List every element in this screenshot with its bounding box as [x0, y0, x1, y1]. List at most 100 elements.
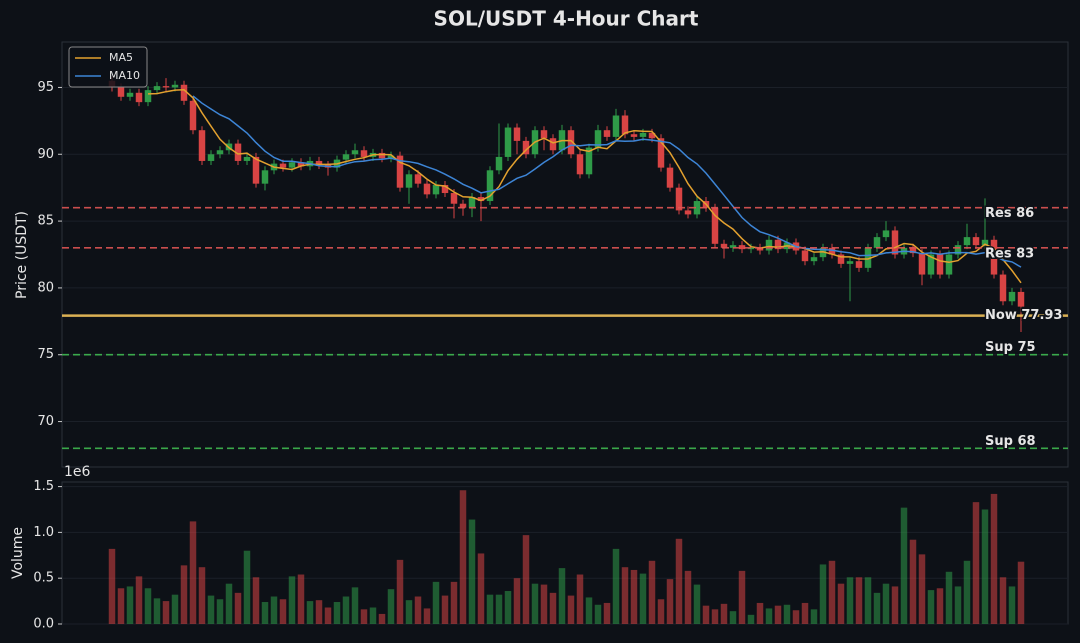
candle-body: [387, 155, 395, 159]
volume-bar: [612, 548, 620, 624]
candle-body: [342, 154, 350, 160]
candle-body: [954, 245, 962, 255]
volume-bar: [108, 548, 116, 624]
candle-body: [378, 152, 386, 159]
volume-bar: [531, 583, 539, 624]
legend-label: MA10: [109, 69, 140, 82]
volume-bar: [405, 600, 413, 624]
volume-bar: [648, 560, 656, 624]
candle-body: [630, 134, 638, 137]
candle-body: [153, 86, 161, 91]
candle-body: [711, 207, 719, 244]
volume-bar: [990, 493, 998, 624]
volume-bar: [198, 567, 206, 624]
candle-body: [612, 115, 620, 137]
candle-body: [405, 174, 413, 188]
volume-bar: [171, 594, 179, 624]
volume-bar: [423, 608, 431, 624]
volume-bar: [720, 603, 728, 624]
y-tick-label: 70: [37, 414, 54, 429]
volume-bar: [666, 579, 674, 624]
candle-body: [729, 245, 737, 248]
candle-body: [450, 193, 458, 204]
volume-bar: [783, 604, 791, 624]
volume-bar: [162, 601, 170, 624]
volume-bar: [243, 550, 251, 624]
candle-body: [828, 247, 836, 255]
y-tick-label: 1.0: [33, 525, 54, 540]
volume-bar: [504, 591, 512, 624]
volume-bar: [252, 577, 260, 624]
y-tick-label: 75: [37, 347, 54, 362]
candle-body: [279, 163, 287, 168]
candle-body: [675, 187, 683, 211]
volume-bar: [900, 507, 908, 624]
volume-bar: [1017, 561, 1025, 624]
volume-bar: [963, 560, 971, 624]
legend-box: [68, 46, 148, 88]
volume-bar: [927, 590, 935, 624]
candle-body: [297, 162, 305, 167]
volume-bar: [621, 567, 629, 624]
volume-bar: [954, 586, 962, 624]
candle-body: [963, 237, 971, 246]
candle-body: [684, 210, 692, 215]
volume-bar: [675, 538, 683, 624]
volume-bar: [378, 613, 386, 624]
volume-bar: [684, 570, 692, 624]
candle-body: [666, 167, 674, 188]
candle-body: [990, 239, 998, 275]
candle-body: [639, 132, 647, 137]
volume-bar: [873, 592, 881, 624]
volume-bar: [288, 576, 296, 624]
candle-body: [486, 170, 494, 202]
candle-body: [243, 156, 251, 161]
candle-body: [693, 201, 701, 215]
candle-body: [207, 154, 215, 161]
volume-bar: [738, 570, 746, 624]
candle-body: [801, 250, 809, 262]
volume-bar: [261, 602, 269, 624]
volume-bar: [567, 595, 575, 624]
volume-bar: [810, 609, 818, 624]
candle-body: [936, 254, 944, 275]
candle-body: [315, 160, 323, 165]
volume-bar: [819, 564, 827, 624]
candle-body: [981, 239, 989, 246]
volume-bar: [882, 583, 890, 624]
candle-body: [477, 197, 485, 202]
candle-body: [288, 162, 296, 168]
volume-bar: [576, 574, 584, 624]
candle-body: [252, 156, 260, 184]
candle-body: [747, 247, 755, 250]
candle-body: [549, 138, 557, 151]
volume-bar: [792, 610, 800, 624]
candle-body: [882, 230, 890, 238]
chart-title: SOL/USDT 4-Hour Chart: [434, 7, 699, 31]
volume-bar: [855, 577, 863, 624]
level-label: Sup 68: [985, 434, 1036, 449]
candle-body: [891, 230, 899, 255]
candle-body: [720, 243, 728, 248]
candle-body: [1008, 291, 1016, 302]
candle-body: [585, 147, 593, 175]
price-panel: [61, 41, 1069, 468]
volume-bar: [477, 553, 485, 624]
volume-bar: [837, 583, 845, 624]
volume-bar: [639, 573, 647, 624]
volume-bar: [729, 611, 737, 624]
volume-bar: [126, 586, 134, 624]
volume-bar: [981, 509, 989, 624]
candle-body: [972, 237, 980, 246]
volume-bar: [216, 599, 224, 624]
volume-bar: [711, 609, 719, 624]
candle-body: [918, 253, 926, 275]
candle-body: [459, 203, 467, 208]
volume-bar: [891, 586, 899, 624]
volume-bar: [864, 577, 872, 624]
candle-body: [126, 92, 134, 97]
volume-bar: [333, 602, 341, 624]
level-label: Res 86: [985, 206, 1034, 221]
volume-bar: [828, 560, 836, 624]
